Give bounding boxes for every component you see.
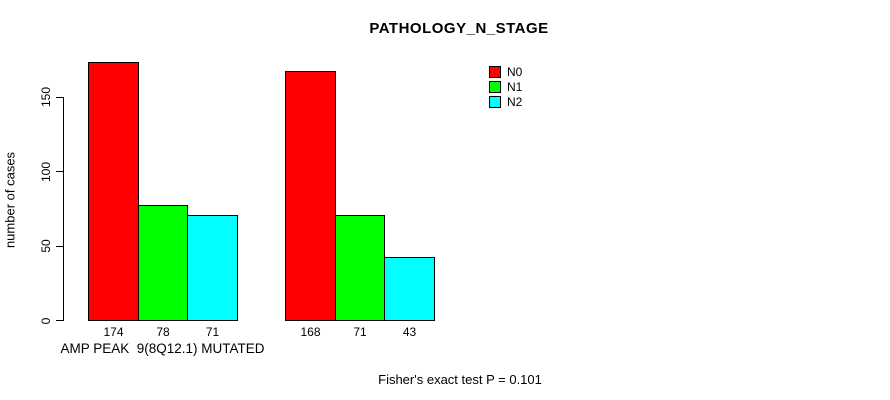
legend-swatch-n1 [489, 80, 501, 93]
bar-n0-group1 [88, 61, 139, 321]
y-axis-line [63, 97, 64, 321]
legend: N0 N1 N2 [489, 64, 522, 109]
bar-value-label: 78 [156, 325, 170, 339]
legend-swatch-n0 [489, 65, 501, 78]
bar-n2-group1 [187, 214, 238, 321]
y-tick-label: 0 [39, 317, 53, 324]
legend-swatch-n2 [489, 95, 501, 108]
bar-n2-group2 [384, 256, 435, 321]
legend-label: N2 [507, 94, 523, 109]
y-axis-tick [56, 320, 63, 321]
bar-value-label: 71 [205, 325, 220, 339]
bar-n1-group1 [138, 204, 188, 321]
y-axis-tick [56, 171, 63, 172]
legend-label: N1 [507, 79, 523, 94]
y-tick-label: 150 [39, 86, 53, 108]
y-axis-tick [56, 245, 63, 247]
legend-item-n0: N0 [489, 64, 522, 79]
legend-label: N0 [507, 64, 523, 79]
legend-item-n2: N2 [489, 94, 522, 109]
bar-value-label: 43 [402, 325, 417, 339]
y-axis-tick [56, 96, 63, 98]
bar-n1-group2 [335, 214, 385, 321]
bar-value-label: 71 [353, 325, 367, 339]
bar-value-label: 168 [300, 325, 321, 339]
fisher-test-annotation: Fisher's exact test P = 0.101 [378, 372, 542, 387]
bar-n0-group2 [285, 70, 336, 321]
chart-title: PATHOLOGY_N_STAGE [369, 20, 549, 37]
group-label: AMP PEAK 9(8Q12.1) MUTATED [60, 341, 265, 356]
legend-item-n1: N1 [489, 79, 522, 94]
y-tick-label: 100 [39, 161, 53, 182]
y-tick-label: 50 [39, 239, 53, 253]
bar-value-label: 174 [103, 325, 124, 339]
